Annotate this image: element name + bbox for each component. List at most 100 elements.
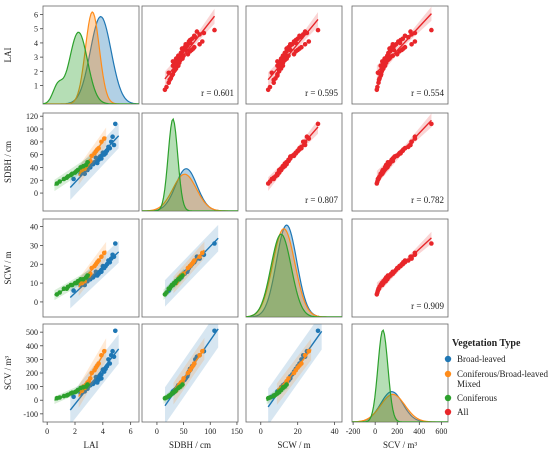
scatter-point-broad xyxy=(100,367,106,372)
legend-label-coniferous: Coniferous xyxy=(457,393,497,403)
scatter-point-all xyxy=(297,46,302,51)
scatter-point-conif xyxy=(54,292,60,297)
kde-area-mixed-scv xyxy=(352,394,448,422)
panel-frame xyxy=(42,112,140,212)
scatter-point-all xyxy=(169,73,175,78)
kde-line-conif-scv xyxy=(352,329,448,422)
y-axis-label-scw: SCW / m xyxy=(3,251,13,284)
y-tick-label: 10 xyxy=(30,279,38,288)
scatter-point-all xyxy=(374,87,380,93)
x-tick-label: 20 xyxy=(294,427,302,436)
correlation-label: r = 0.807 xyxy=(305,195,338,205)
scatter-point-all xyxy=(429,241,434,246)
scatter-point-mixed xyxy=(99,254,104,259)
scatter-point-broad xyxy=(113,241,118,246)
scatter-point-all xyxy=(387,46,392,51)
x-tick-label: 150 xyxy=(231,427,243,436)
x-tick-label: 6 xyxy=(129,427,133,436)
panel-content xyxy=(54,121,120,200)
x-axis-label-scw: SCW / m xyxy=(277,440,310,450)
scatter-point-mixed xyxy=(95,363,100,368)
legend: Vegetation Type Broad-leaved Coniferous/… xyxy=(444,338,548,417)
scatter-point-all xyxy=(397,40,403,46)
regression-line-all xyxy=(376,237,432,290)
scatter-point-broad xyxy=(95,273,100,278)
legend-label-broad-leaved: Broad-leaved xyxy=(457,354,506,364)
legend-title: Vegetation Type xyxy=(452,338,521,349)
y-tick-label: 1 xyxy=(34,82,38,91)
scatter-point-broad xyxy=(99,376,104,381)
x-tick-label: 40 xyxy=(331,427,339,436)
scatter-point-all xyxy=(315,27,321,33)
scatter-point-mixed xyxy=(306,348,312,354)
panel-sdbh-vs-scv: r = 0.782 xyxy=(351,112,449,212)
y-tick-label: 20 xyxy=(30,176,38,185)
scatter-point-conif xyxy=(171,280,177,286)
scatter-point-all xyxy=(288,42,293,47)
y-axis-label-scv: SCV / m³ xyxy=(3,356,13,390)
scatter-point-broad xyxy=(108,353,114,358)
kde-line-conif-sdbh xyxy=(142,117,238,211)
panel-frame xyxy=(351,5,449,105)
scatter-point-conif xyxy=(271,393,277,398)
scatter-point-all xyxy=(378,73,384,78)
scatter-point-mixed xyxy=(302,353,308,358)
scatter-point-broad xyxy=(82,171,87,177)
scatter-point-conif xyxy=(54,395,60,401)
panel-scv-vs-lai xyxy=(42,323,140,423)
scatter-point-mixed xyxy=(197,254,202,259)
panel-content xyxy=(374,6,434,93)
scatter-point-conif xyxy=(81,163,86,169)
scatter-point-mixed xyxy=(95,260,100,265)
scatter-point-all xyxy=(409,42,414,47)
scatter-point-all xyxy=(170,59,176,64)
panel-scw-vs-scw xyxy=(245,218,343,318)
scatter-point-all xyxy=(374,181,380,186)
scatter-point-all xyxy=(187,49,193,54)
panel-frame xyxy=(351,112,449,212)
scatter-point-all xyxy=(162,87,168,93)
scatter-point-all xyxy=(297,147,302,152)
panel-frame xyxy=(141,5,239,105)
scatter-point-all xyxy=(400,36,406,41)
panel-frame xyxy=(245,323,343,423)
regression-line-all xyxy=(267,126,319,185)
panel-frame xyxy=(141,218,239,318)
correlation-label: r = 0.595 xyxy=(305,88,338,98)
scatter-point-broad xyxy=(106,357,111,362)
y-tick-label: 500 xyxy=(26,328,38,337)
y-tick-label: -100 xyxy=(23,410,38,419)
scatter-point-conif xyxy=(284,382,289,387)
x-tick-label: 0 xyxy=(259,427,263,436)
scatter-point-mixed xyxy=(200,250,205,256)
scatter-point-broad xyxy=(212,241,217,246)
scatter-point-mixed xyxy=(79,280,85,286)
scatter-point-conif xyxy=(72,170,78,175)
panel-content xyxy=(265,12,321,93)
y-tick-label: 200 xyxy=(26,369,38,378)
y-tick-label: 400 xyxy=(26,342,38,351)
scatter-point-all xyxy=(293,49,299,54)
panel-sdbh-vs-sdbh xyxy=(141,112,239,212)
scatter-point-conif xyxy=(162,292,168,297)
scatter-point-mixed xyxy=(197,353,202,358)
scatter-point-conif xyxy=(85,382,90,387)
kde-line-mixed-lai xyxy=(43,11,139,104)
panel-content xyxy=(162,324,219,422)
scatter-point-broad xyxy=(113,328,118,334)
y-tick-label: 0 xyxy=(34,189,38,198)
kde-area-mixed-scw xyxy=(246,228,342,317)
scatter-point-conif xyxy=(68,391,74,396)
scatter-point-conif xyxy=(180,273,185,278)
scatter-point-conif xyxy=(81,385,86,390)
panel-lai-vs-sdbh: r = 0.601 xyxy=(141,5,239,105)
scatter-point-all xyxy=(429,121,434,127)
kde-area-broad-scv xyxy=(352,391,448,422)
panel-scw-vs-lai xyxy=(42,218,140,318)
scatter-point-mixed xyxy=(187,263,193,269)
scatter-point-broad xyxy=(104,148,110,154)
scatter-point-conif xyxy=(85,273,90,278)
x-tick-label: 600 xyxy=(435,427,447,436)
x-tick-label: -200 xyxy=(346,427,361,436)
correlation-label: r = 0.909 xyxy=(411,301,444,311)
